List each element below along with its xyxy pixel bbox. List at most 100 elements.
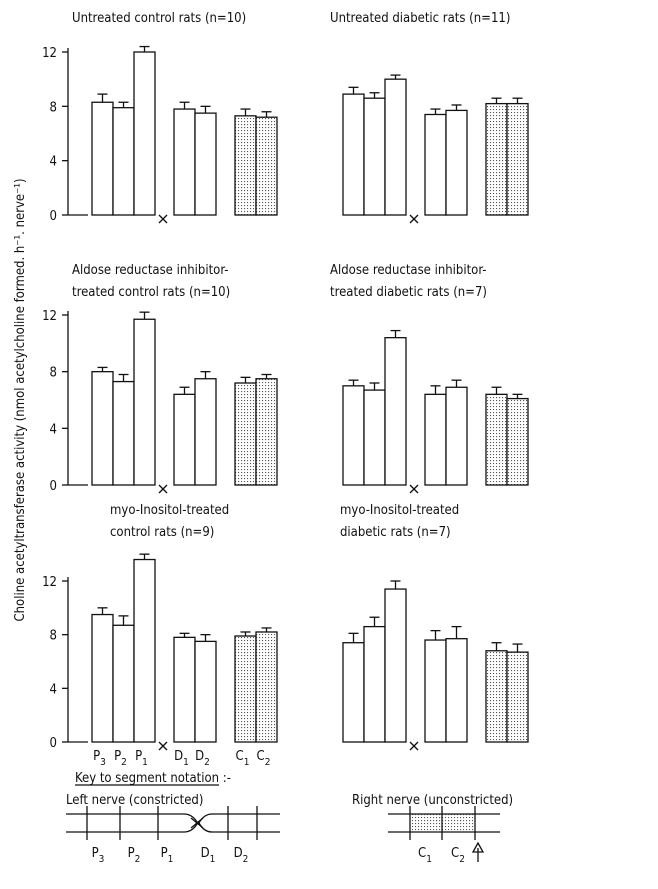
key-right-label: Right nerve (unconstricted) [352, 793, 513, 808]
key-segment-label: P1 [161, 846, 174, 865]
bar [195, 379, 216, 485]
bar [195, 641, 216, 742]
bar [113, 625, 134, 742]
bar [195, 113, 216, 215]
panel-title: Untreated diabetic rats (n=11) [330, 11, 510, 26]
x-tick-label-subscript: 1 [183, 757, 189, 768]
key-title: Key to segment notation :- [75, 771, 231, 786]
y-tick-label: 12 [42, 46, 57, 61]
x-tick-label-subscript: 2 [121, 757, 127, 768]
key-title-text: Key to segment notation [75, 771, 219, 786]
bar [486, 651, 507, 742]
bar [134, 319, 155, 485]
y-tick-label: 4 [50, 155, 57, 170]
bar [364, 390, 385, 485]
bar [92, 372, 113, 485]
key-segment-label-subscript: 3 [99, 854, 105, 865]
y-tick-label: 12 [42, 575, 57, 590]
bar [446, 110, 467, 215]
bar [92, 615, 113, 742]
x-tick-label-letter: C [257, 749, 265, 764]
y-tick-label: 8 [50, 366, 57, 381]
bar [446, 387, 467, 485]
bar [343, 94, 364, 215]
key-segment-label: C1 [418, 846, 432, 865]
bar [235, 636, 256, 742]
key-segment-label: D1 [201, 846, 216, 865]
key-segment-label-letter: P [92, 846, 99, 861]
y-tick-label: 0 [50, 479, 57, 494]
bar [92, 102, 113, 215]
x-tick-label-subscript: 3 [100, 757, 106, 768]
x-tick-label-letter: P [114, 749, 121, 764]
key-segment-label-subscript: 1 [210, 854, 216, 865]
bar [174, 109, 195, 215]
key-segment-label: C2 [451, 846, 465, 865]
key-segment-label-letter: P [161, 846, 168, 861]
y-tick-label: 4 [50, 682, 57, 697]
x-tick-label: P1 [135, 749, 148, 768]
x-tick-label: P2 [114, 749, 127, 768]
x-tick-label-letter: D [195, 749, 204, 764]
bar [343, 386, 364, 485]
bar [134, 560, 155, 742]
bar [486, 394, 507, 485]
panel-title: Untreated control rats (n=10) [72, 11, 246, 26]
x-tick-label: C1 [236, 749, 250, 768]
key-segment-label-subscript: 2 [135, 854, 141, 865]
bar [134, 52, 155, 215]
key-segment-label-letter: D [201, 846, 210, 861]
bar [113, 382, 134, 485]
panel-title: diabetic rats (n=7) [340, 525, 451, 540]
key-segment-label: P2 [128, 846, 141, 865]
key-left-diagram [66, 806, 280, 840]
key-segment-label-subscript: 1 [168, 854, 174, 865]
bar [235, 383, 256, 485]
y-tick-label: 12 [42, 309, 57, 324]
bar [364, 98, 385, 215]
key-segment-label: P3 [92, 846, 105, 865]
x-tick-label: D1 [174, 749, 189, 768]
bar [486, 104, 507, 215]
x-tick-label-subscript: 2 [265, 757, 271, 768]
bar [256, 117, 277, 215]
bar [256, 379, 277, 485]
x-tick-label: C2 [257, 749, 271, 768]
x-tick-label-letter: C [236, 749, 244, 764]
bar [174, 637, 195, 742]
bar [385, 79, 406, 215]
key-segment-label-subscript: 2 [459, 854, 465, 865]
panel-title: Aldose reductase inhibitor- [72, 263, 229, 278]
key-left-label: Left nerve (constricted) [66, 793, 203, 808]
x-tick-label-letter: P [93, 749, 100, 764]
panel-title: treated control rats (n=10) [72, 285, 230, 300]
key-right-diagram [388, 806, 500, 862]
bar [446, 639, 467, 742]
y-tick-label: 0 [50, 209, 57, 224]
bar [113, 108, 134, 215]
bar [507, 652, 528, 742]
bar [343, 643, 364, 742]
x-tick-label-letter: P [135, 749, 142, 764]
panel-title: Aldose reductase inhibitor- [330, 263, 487, 278]
bar [385, 589, 406, 742]
figure: Choline acetyltransferase activity (nmol… [0, 0, 658, 889]
key-segment-label-subscript: 2 [243, 854, 249, 865]
panel-title: myo-Inositol-treated [340, 503, 459, 518]
x-tick-label-subscript: 1 [244, 757, 250, 768]
key-segment-label: D2 [234, 846, 249, 865]
key-segment-label-subscript: 1 [426, 854, 432, 865]
x-tick-label: D2 [195, 749, 210, 768]
x-tick-label-subscript: 2 [204, 757, 210, 768]
key-title-suffix: :- [219, 771, 231, 786]
y-axis-label: Choline acetyltransferase activity (nmol… [13, 178, 28, 621]
x-tick-label: P3 [93, 749, 106, 768]
panel-title: myo-Inositol-treated [110, 503, 229, 518]
bar [385, 338, 406, 485]
bar [507, 399, 528, 485]
bar [507, 104, 528, 215]
bar [174, 394, 195, 485]
bar [425, 640, 446, 742]
bar [364, 627, 385, 742]
y-tick-label: 8 [50, 100, 57, 115]
